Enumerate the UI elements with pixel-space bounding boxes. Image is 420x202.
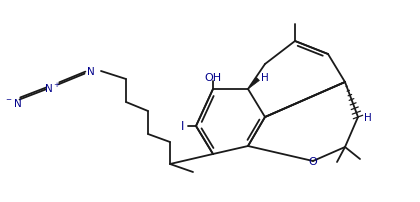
Text: $\mathsf{N^+}$: $\mathsf{N^+}$ <box>44 81 60 94</box>
Text: $\mathsf{{}^-N}$: $\mathsf{{}^-N}$ <box>4 97 22 108</box>
Text: O: O <box>309 156 318 166</box>
Text: N: N <box>87 67 95 77</box>
Polygon shape <box>248 78 260 89</box>
Text: I: I <box>181 120 185 133</box>
Text: OH: OH <box>205 73 222 83</box>
Text: H: H <box>364 113 372 122</box>
Text: H: H <box>261 73 269 83</box>
